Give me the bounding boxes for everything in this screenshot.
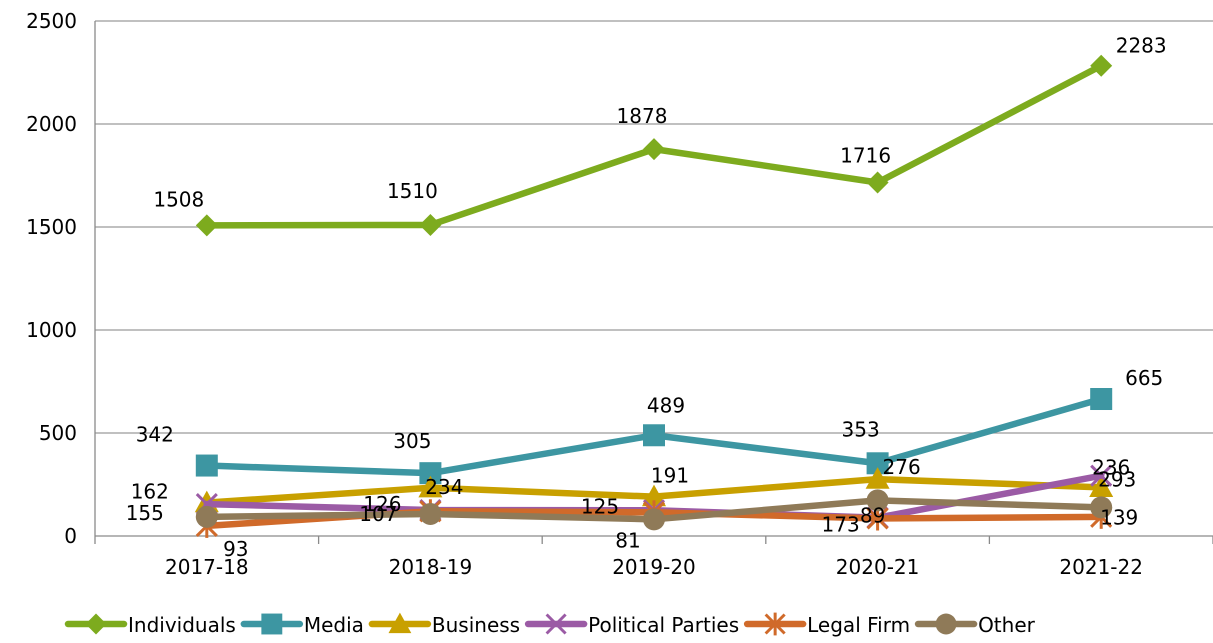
data-label-other: 107 bbox=[359, 502, 397, 526]
x-tick-label: 2019-20 bbox=[612, 555, 696, 579]
legend-item-legal-firm: Legal Firm bbox=[743, 612, 910, 637]
legend-item-political-parties: Political Parties bbox=[524, 613, 739, 637]
legend-label: Media bbox=[304, 613, 364, 637]
legend-marker bbox=[935, 613, 957, 635]
legend-label: Other bbox=[978, 613, 1036, 637]
data-point-business bbox=[642, 484, 666, 507]
x-tick-label: 2018-19 bbox=[389, 555, 473, 579]
data-label-political-parties: 293 bbox=[1098, 468, 1136, 492]
data-label-business: 236 bbox=[1092, 455, 1130, 479]
data-label-political-parties: 89 bbox=[860, 504, 885, 528]
data-label-individuals: 1878 bbox=[617, 104, 668, 128]
x-tick-label: 2020-21 bbox=[836, 555, 920, 579]
data-label-individuals: 1508 bbox=[153, 187, 204, 211]
data-point-other bbox=[643, 508, 665, 531]
data-label-media: 342 bbox=[136, 423, 174, 447]
y-tick-label: 0 bbox=[64, 524, 77, 548]
data-labels: 1508 1510 1878 1716 2283 342 305 489 353 665 162 23… bbox=[126, 34, 1167, 561]
data-point-individuals bbox=[1090, 54, 1113, 77]
data-point-media bbox=[1090, 388, 1113, 411]
data-label-other: 93 bbox=[223, 537, 248, 561]
data-point-individuals bbox=[195, 214, 218, 237]
legend-marker bbox=[545, 613, 567, 635]
marker-stroke bbox=[1090, 464, 1113, 487]
legend-label: Individuals bbox=[128, 613, 236, 637]
axes: 0 500 1000 1500 2000 2500 2017-18 2018-19 2019-2… bbox=[26, 9, 1213, 579]
data-label-media: 353 bbox=[842, 417, 880, 441]
data-label-other: 139 bbox=[1100, 505, 1138, 529]
data-label-media: 489 bbox=[647, 393, 685, 417]
y-tick-label: 2500 bbox=[26, 9, 77, 33]
legend-item-individuals: Individuals bbox=[64, 613, 236, 637]
marker-stroke bbox=[545, 613, 567, 635]
data-point-business bbox=[865, 467, 890, 489]
legend: Individuals Media Business Political Partie… bbox=[64, 612, 1036, 637]
data-point-media bbox=[643, 424, 665, 447]
data-label-political-parties: 125 bbox=[581, 494, 619, 518]
data-point-individuals bbox=[866, 171, 889, 194]
legend-item-other: Other bbox=[914, 613, 1036, 637]
data-label-individuals: 1510 bbox=[387, 179, 438, 203]
data-label-business: 276 bbox=[883, 455, 921, 479]
data-point-other bbox=[866, 489, 889, 512]
data-point-other bbox=[195, 505, 218, 528]
y-tick-label: 500 bbox=[39, 421, 77, 445]
data-point-media bbox=[866, 452, 889, 475]
data-label-business: 162 bbox=[131, 480, 169, 504]
data-point-business bbox=[418, 475, 443, 498]
data-label-political-parties: 126 bbox=[363, 492, 401, 516]
data-point-other bbox=[1090, 496, 1113, 519]
data-point-media bbox=[195, 454, 218, 477]
legend-label: Political Parties bbox=[588, 613, 739, 637]
data-point-individuals bbox=[643, 138, 665, 161]
legend-item-media: Media bbox=[240, 613, 364, 637]
legend-label: Business bbox=[432, 613, 520, 637]
data-label-media: 665 bbox=[1125, 366, 1163, 390]
data-point-media bbox=[419, 462, 442, 485]
legend-marker bbox=[764, 612, 786, 636]
y-tick-label: 1000 bbox=[26, 318, 77, 342]
data-point-business bbox=[1089, 475, 1114, 497]
legend-marker bbox=[85, 613, 107, 635]
data-point-individuals bbox=[419, 213, 442, 236]
data-label-political-parties: 155 bbox=[126, 501, 164, 525]
legend-label: Legal Firm bbox=[807, 613, 910, 637]
data-label-individuals: 1716 bbox=[840, 144, 891, 168]
legend-marker bbox=[388, 612, 412, 634]
data-label-business: 191 bbox=[651, 464, 689, 488]
series-lines bbox=[194, 54, 1114, 538]
y-tick-label: 2000 bbox=[26, 112, 77, 136]
data-point-other bbox=[419, 502, 442, 525]
x-tick-label: 2017-18 bbox=[165, 555, 249, 579]
data-label-other: 81 bbox=[615, 528, 640, 552]
legend-item-business: Business bbox=[368, 612, 520, 637]
data-label-business: 234 bbox=[425, 475, 463, 499]
data-label-media: 305 bbox=[393, 429, 431, 453]
data-label-other: 173 bbox=[822, 512, 860, 536]
legend-marker bbox=[261, 613, 283, 635]
x-tick-label: 2021-22 bbox=[1059, 555, 1143, 579]
data-point-political-parties bbox=[1090, 464, 1113, 487]
data-label-individuals: 2283 bbox=[1116, 34, 1167, 58]
y-tick-label: 1500 bbox=[26, 215, 77, 239]
